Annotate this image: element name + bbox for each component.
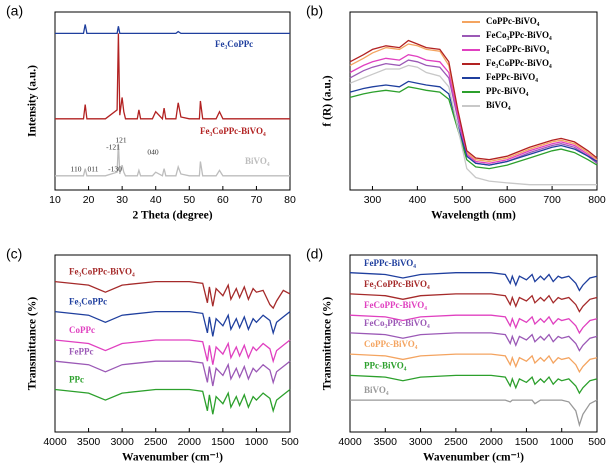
x-tick-label: 80: [284, 194, 296, 206]
series-line: [349, 353, 598, 374]
x-tick-label: 60: [217, 194, 229, 206]
series-label: FePPc: [69, 346, 93, 356]
x-tick-label: 1000: [245, 436, 269, 448]
peak-annotation: -121: [106, 143, 120, 152]
legend-label: Fe₃CoPPc-BiVO₄: [486, 58, 552, 68]
series-label: CoPPc-BiVO₄: [364, 339, 418, 349]
x-axis-label: 2 Theta (degree): [132, 210, 212, 222]
x-axis-label: Wavelength (nm): [431, 210, 516, 222]
series-line: [55, 143, 290, 177]
peak-annotation: 121: [115, 136, 127, 145]
plot-frame: [349, 11, 598, 191]
series-line: [349, 374, 598, 395]
series-line: [349, 54, 598, 164]
series-label: Fe₃CoPPc-BiVO₄: [69, 267, 135, 277]
x-tick-label: 50: [183, 194, 195, 206]
series-line: [55, 33, 290, 121]
series-line: [54, 310, 291, 337]
x-tick-label: 3500: [77, 436, 101, 448]
series-label: BiVO₄: [245, 156, 270, 166]
series-label: CoPPc: [69, 325, 95, 335]
x-tick-label: 2000: [178, 436, 202, 448]
series-label: Fe₃CoPPc-BiVO₄: [200, 126, 266, 136]
legend-label: CoPPc-BiVO₄: [486, 16, 540, 26]
legend-label: FePPc-BiVO₄: [486, 72, 538, 82]
legend-label: FeCo₃PPc-BiVO₄: [486, 30, 552, 40]
x-axis-label: Wavenumber (cm⁻¹): [423, 452, 524, 464]
x-tick-label: 2500: [144, 436, 168, 448]
x-tick-label: 3000: [409, 436, 433, 448]
plot-frame: [54, 11, 291, 191]
panel-label: (b): [306, 3, 323, 19]
x-tick-label: 300: [364, 194, 382, 206]
x-tick-label: 400: [409, 194, 427, 206]
plot-frame: [349, 254, 598, 433]
legend-label: PPc-BiVO₄: [486, 86, 529, 96]
x-tick-label: 70: [251, 194, 263, 206]
y-axis-label: f (R) (a.u.): [322, 75, 334, 126]
series-line: [54, 339, 291, 365]
x-tick-label: 3500: [374, 436, 398, 448]
x-tick-label: 1500: [211, 436, 235, 448]
x-axis-label: Wavenumber (cm⁻¹): [122, 452, 223, 464]
series-label: FeCoPPc-BiVO₄: [364, 300, 427, 310]
legend-label: FeCoPPc-BiVO₄: [486, 44, 549, 54]
series-line: [54, 388, 291, 415]
panel-label: (d): [306, 246, 323, 262]
series-label: Fe₃CoPPc-BiVO₄: [364, 279, 430, 289]
x-tick-label: 10: [49, 194, 61, 206]
x-tick-label: 4000: [338, 436, 362, 448]
x-tick-label: 1500: [515, 436, 539, 448]
series-line: [349, 314, 598, 335]
series-label: PPc: [69, 375, 84, 385]
peak-annotation: -130: [108, 165, 122, 174]
series-line: [349, 332, 598, 352]
peak-annotation: 110: [71, 165, 82, 174]
x-tick-label: 700: [543, 194, 561, 206]
y-axis-label: Transmittance (%): [322, 297, 334, 391]
panel-label: (c): [6, 246, 22, 262]
series-label: Fe₃CoPPc: [69, 297, 107, 307]
x-tick-label: 500: [281, 436, 299, 448]
series-label: Fe₃CoPPc: [215, 39, 253, 49]
y-axis-label: Intensity (a.u.): [27, 65, 39, 137]
plot-frame: [54, 254, 291, 433]
x-tick-label: 500: [588, 436, 606, 448]
x-tick-label: 500: [454, 194, 472, 206]
x-tick-label: 30: [116, 194, 128, 206]
series-line: [349, 80, 598, 166]
panel-label: (a): [6, 3, 23, 19]
y-axis-label: Transmittance (%): [27, 297, 39, 391]
series-line: [350, 399, 598, 428]
x-tick-label: 4000: [43, 436, 67, 448]
series-line: [349, 272, 598, 292]
x-tick-label: 40: [150, 194, 162, 206]
x-tick-label: 1000: [550, 436, 574, 448]
series-line: [349, 59, 598, 166]
series-line: [55, 24, 290, 35]
series-label: FePPc-BiVO₄: [364, 258, 416, 268]
series-line: [54, 280, 291, 310]
series-line: [54, 360, 291, 387]
series-line: [349, 64, 597, 186]
series-line: [349, 293, 598, 313]
x-tick-label: 2500: [444, 436, 468, 448]
peak-annotation: 040: [147, 148, 159, 157]
x-tick-label: 2000: [479, 436, 503, 448]
peak-annotation: 011: [88, 165, 99, 174]
series-label: BiVO₄: [364, 385, 389, 395]
x-tick-label: 800: [588, 194, 606, 206]
series-line: [349, 39, 598, 161]
series-label: PPc-BiVO₄: [364, 360, 407, 370]
x-tick-label: 600: [498, 194, 516, 206]
series-label: FeCo₃PPc-BiVO₄: [364, 318, 430, 328]
legend-label: BiVO₄: [486, 100, 511, 110]
x-tick-label: 3000: [110, 436, 134, 448]
x-tick-label: 20: [83, 194, 95, 206]
